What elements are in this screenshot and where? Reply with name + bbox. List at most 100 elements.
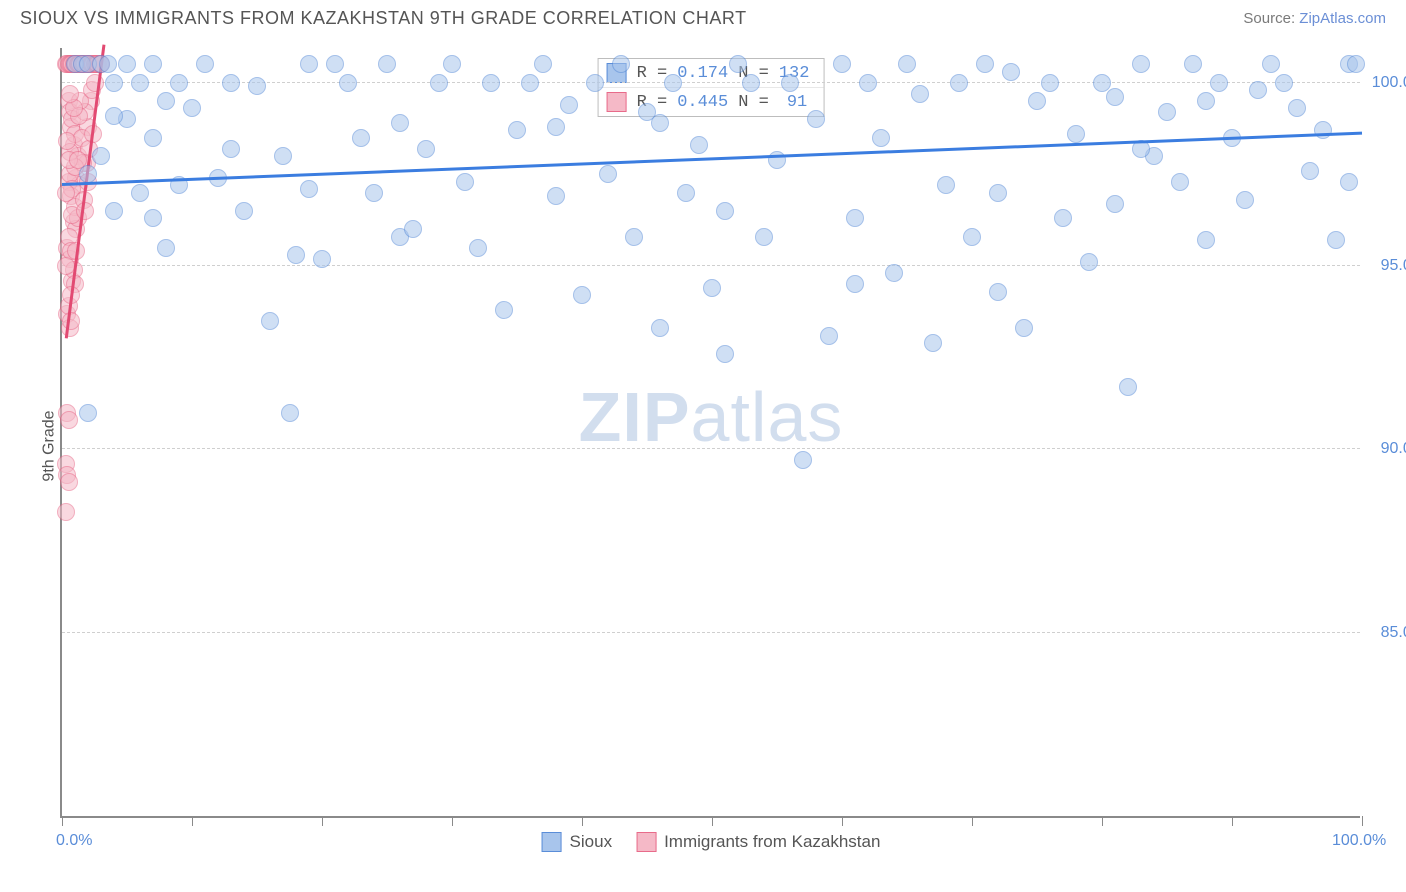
data-point-sioux <box>222 74 240 92</box>
data-point-sioux <box>118 55 136 73</box>
data-point-sioux <box>1067 125 1085 143</box>
data-point-sioux <box>534 55 552 73</box>
data-point-sioux <box>1236 191 1254 209</box>
data-point-sioux <box>898 55 916 73</box>
data-point-sioux <box>859 74 877 92</box>
data-point-sioux <box>1054 209 1072 227</box>
data-point-sioux <box>144 55 162 73</box>
data-point-sioux <box>846 209 864 227</box>
gridline <box>62 448 1360 449</box>
x-tick <box>712 816 713 826</box>
data-point-sioux <box>651 114 669 132</box>
chart-legend: Sioux Immigrants from Kazakhstan <box>542 832 881 852</box>
gridline <box>62 632 1360 633</box>
data-point-sioux <box>976 55 994 73</box>
data-point-sioux <box>1288 99 1306 117</box>
data-point-sioux <box>196 55 214 73</box>
data-point-sioux <box>872 129 890 147</box>
data-point-sioux <box>495 301 513 319</box>
data-point-sioux <box>742 74 760 92</box>
data-point-sioux <box>846 275 864 293</box>
data-point-sioux <box>586 74 604 92</box>
data-point-sioux <box>937 176 955 194</box>
data-point-sioux <box>1106 88 1124 106</box>
data-point-sioux <box>274 147 292 165</box>
x-tick <box>452 816 453 826</box>
data-point-sioux <box>469 239 487 257</box>
chart-title: SIOUX VS IMMIGRANTS FROM KAZAKHSTAN 9TH … <box>20 8 747 29</box>
x-tick <box>1362 816 1363 826</box>
data-point-sioux <box>1197 92 1215 110</box>
legend-swatch-sioux <box>542 832 562 852</box>
x-tick <box>972 816 973 826</box>
y-tick-label: 95.0% <box>1381 257 1406 275</box>
legend-item-sioux: Sioux <box>542 832 613 852</box>
data-point-sioux <box>547 187 565 205</box>
data-point-sioux <box>79 404 97 422</box>
data-point-sioux <box>612 55 630 73</box>
data-point-sioux <box>157 92 175 110</box>
data-point-sioux <box>924 334 942 352</box>
data-point-sioux <box>1262 55 1280 73</box>
data-point-sioux <box>1106 195 1124 213</box>
data-point-kazakhstan <box>58 132 76 150</box>
data-point-sioux <box>1249 81 1267 99</box>
data-point-sioux <box>287 246 305 264</box>
data-point-sioux <box>989 184 1007 202</box>
data-point-sioux <box>677 184 695 202</box>
data-point-sioux <box>599 165 617 183</box>
data-point-sioux <box>105 202 123 220</box>
data-point-sioux <box>768 151 786 169</box>
data-point-sioux <box>833 55 851 73</box>
data-point-sioux <box>547 118 565 136</box>
data-point-kazakhstan <box>60 411 78 429</box>
data-point-sioux <box>716 202 734 220</box>
data-point-sioux <box>1028 92 1046 110</box>
data-point-sioux <box>1347 55 1365 73</box>
data-point-sioux <box>1119 378 1137 396</box>
data-point-sioux <box>105 107 123 125</box>
x-tick <box>1102 816 1103 826</box>
data-point-sioux <box>144 209 162 227</box>
data-point-sioux <box>794 451 812 469</box>
data-point-kazakhstan <box>60 473 78 491</box>
data-point-sioux <box>300 55 318 73</box>
x-tick-label: 100.0% <box>1332 832 1386 850</box>
data-point-sioux <box>690 136 708 154</box>
data-point-sioux <box>1158 103 1176 121</box>
legend-item-kazakhstan: Immigrants from Kazakhstan <box>636 832 880 852</box>
header-bar: SIOUX VS IMMIGRANTS FROM KAZAKHSTAN 9TH … <box>0 0 1406 37</box>
data-point-sioux <box>1327 231 1345 249</box>
data-point-sioux <box>281 404 299 422</box>
data-point-sioux <box>79 165 97 183</box>
source-link[interactable]: ZipAtlas.com <box>1299 10 1386 27</box>
data-point-sioux <box>1015 319 1033 337</box>
chart-plot-area: ZIPatlas R = 0.174 N = 132 R = 0.445 N =… <box>60 48 1360 818</box>
data-point-sioux <box>157 239 175 257</box>
data-point-sioux <box>92 147 110 165</box>
x-tick-label: 0.0% <box>56 832 92 850</box>
data-point-sioux <box>1093 74 1111 92</box>
data-point-sioux <box>131 74 149 92</box>
y-axis-title: 9th Grade <box>41 410 59 481</box>
data-point-sioux <box>573 286 591 304</box>
stats-row-kazakhstan: R = 0.445 N = 91 <box>599 88 824 116</box>
data-point-sioux <box>651 319 669 337</box>
data-point-sioux <box>963 228 981 246</box>
data-point-sioux <box>1080 253 1098 271</box>
data-point-sioux <box>313 250 331 268</box>
data-point-sioux <box>885 264 903 282</box>
data-point-sioux <box>170 74 188 92</box>
data-point-sioux <box>1275 74 1293 92</box>
data-point-sioux <box>911 85 929 103</box>
data-point-sioux <box>144 129 162 147</box>
data-point-sioux <box>391 114 409 132</box>
x-tick <box>842 816 843 826</box>
data-point-sioux <box>1210 74 1228 92</box>
data-point-sioux <box>222 140 240 158</box>
data-point-sioux <box>430 74 448 92</box>
x-tick <box>192 816 193 826</box>
source-attribution: Source: ZipAtlas.com <box>1243 10 1386 27</box>
trendline-sioux <box>62 132 1362 186</box>
data-point-sioux <box>1340 173 1358 191</box>
